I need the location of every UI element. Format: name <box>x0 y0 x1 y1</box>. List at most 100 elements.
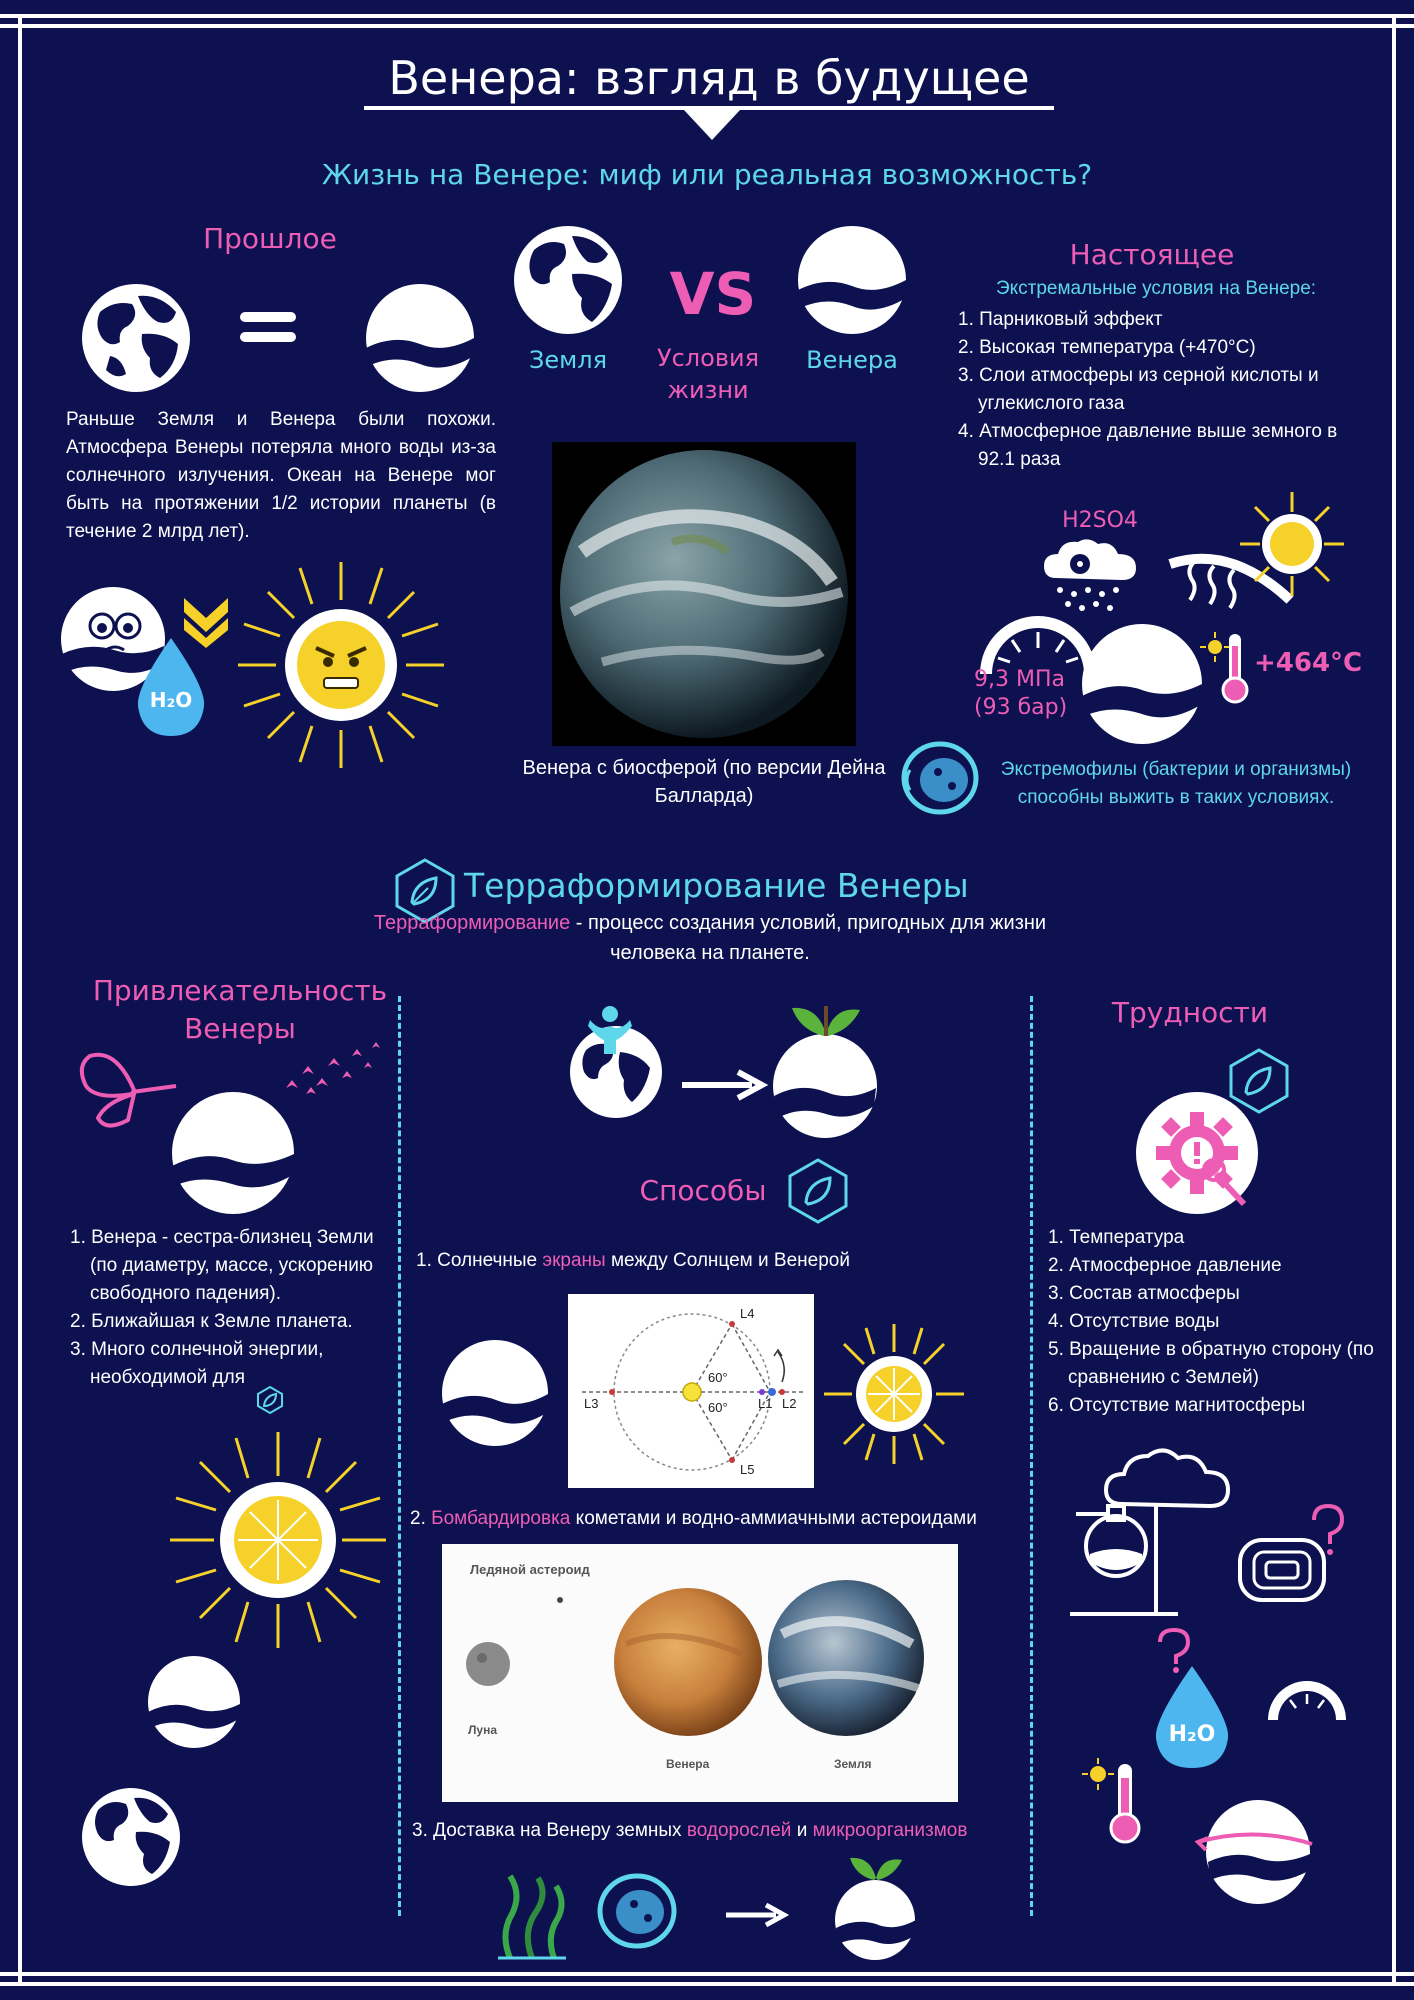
algae-icon <box>498 1874 566 1960</box>
past-text: Раньше Земля и Венера были похожи. Атмос… <box>66 409 496 542</box>
method-1-highlight: экраны <box>542 1250 606 1271</box>
conditions-label: Условия жизни <box>656 344 760 404</box>
present-item: 1. Парниковый эффект <box>958 309 1163 330</box>
difficulties-heading: Трудности <box>1111 996 1269 1029</box>
present-venus-icon <box>1082 624 1202 744</box>
acid-label: H2SO4 <box>1062 508 1138 533</box>
right-divider <box>1030 996 1033 1916</box>
lagrange-l2: L2 <box>782 1396 796 1411</box>
methods-heading: Способы <box>639 1174 767 1207</box>
venus-sprout-icon <box>773 1006 877 1138</box>
method-2-highlight: Бомбардировка <box>431 1508 571 1529</box>
vs-label: VS <box>669 260 757 328</box>
microbe-icon <box>901 741 979 815</box>
top-border-inner <box>0 24 1414 28</box>
title-pointer <box>684 110 740 140</box>
down-chevron-icon <box>184 598 228 648</box>
terraforming-definition: Терраформирование - процесс создания усл… <box>360 908 1060 968</box>
compare-earth-icon <box>514 226 622 334</box>
acid-rain-cloud-icon <box>1044 539 1136 611</box>
page-title: Венера: взгляд в будущее <box>364 46 1054 110</box>
pressure-gauge-icon <box>980 616 1096 674</box>
approx-sign-top <box>240 312 296 322</box>
heat-waves-icon <box>1168 553 1294 610</box>
venus-image-label: Венера <box>666 1757 710 1771</box>
difficulty-item: 1. Температура <box>1048 1227 1185 1248</box>
method-2-prefix: 2. <box>410 1508 432 1529</box>
left-divider <box>398 996 401 1916</box>
difficulty-item: 6. Отсутствие магнитосферы <box>1048 1395 1306 1416</box>
method-1-prefix: 1. Солнечные <box>416 1250 543 1271</box>
past-h2o-label: H₂O <box>149 688 193 712</box>
venus-label: Венера <box>806 346 898 374</box>
present-item: 3. Слои атмосферы из серной кислоты и уг… <box>958 365 1319 414</box>
small-sun-icon <box>1200 632 1230 662</box>
venus-globe-icon <box>366 284 474 392</box>
past-heading: Прошлое <box>203 222 337 255</box>
present-item: 2. Высокая температура (+470°C) <box>958 337 1256 358</box>
difficulty-small-sun-icon <box>1082 1758 1114 1790</box>
biosphere-caption: Венера с биосферой (по версии Дейна Балл… <box>522 757 886 807</box>
difficulty-item: 4. Отсутствие воды <box>1048 1311 1220 1332</box>
attractiveness-list: 1. Венера - сестра-близнец Земли (по диа… <box>70 1224 388 1392</box>
terraforming-term: Терраформирование <box>373 912 571 934</box>
methods-leaf-hex-icon <box>788 1158 848 1224</box>
present-item: 4. Атмосферное давление выше земного в 9… <box>958 421 1338 470</box>
microorganism-icon <box>597 1873 677 1949</box>
page-frame <box>18 14 1396 1986</box>
compare-venus-icon <box>798 226 906 334</box>
difficulty-item: 2. Атмосферное давление <box>1048 1255 1282 1276</box>
lagrange-l4: L4 <box>740 1306 754 1321</box>
top-border <box>0 14 1414 18</box>
method-1-suffix: между Солнцем и Венерой <box>605 1250 850 1271</box>
bottom-border <box>0 1982 1414 1986</box>
attractiveness-venus-icon <box>172 1092 294 1214</box>
method-3-highlight-2: микроорганизмов <box>812 1820 968 1841</box>
bottom-border-inner <box>0 1972 1414 1976</box>
lagrange-angle-top: 60° <box>708 1370 728 1385</box>
butterfly-icon <box>79 1052 177 1128</box>
butterflies-flock-icon <box>286 1042 380 1094</box>
venus-biosphere-image <box>552 442 856 746</box>
method-2: 2. Бомбардировка кометами и водно-аммиач… <box>410 1508 1020 1530</box>
method-2-suffix: кометами и водно-аммиачными астероидами <box>570 1508 977 1529</box>
difficulty-thermometer-icon <box>1109 1764 1141 1844</box>
leaf-inline-icon <box>257 1385 283 1415</box>
lagrange-diagram: L4 L5 L3 L1 L2 60° 60° <box>568 1294 814 1488</box>
brain-question-icon <box>1238 1503 1345 1602</box>
pressure-label: 9,3 МПа (93 бар) <box>974 667 1068 720</box>
asteroid-label: Ледяной астероид <box>470 1562 591 1577</box>
extremophiles-text: Экстремофилы (бактерии и организмы) спос… <box>1000 759 1352 808</box>
method-3: 3. Доставка на Венеру земных водорослей … <box>412 1820 1022 1842</box>
attractiveness-heading: Привлекательность Венеры <box>92 974 388 1045</box>
difficulty-item: 5. Вращение в обратную сторону (по сравн… <box>1048 1339 1374 1388</box>
attractiveness-earth-icon <box>82 1788 180 1886</box>
water-drop-icon <box>137 638 205 736</box>
difficulties-leaf-hex-icon <box>1229 1048 1289 1114</box>
difficulty-water-drop-icon <box>1155 1666 1229 1768</box>
chemistry-cloud-icon <box>1070 1448 1231 1616</box>
approx-sign-bottom <box>240 332 296 342</box>
present-sun-icon <box>1240 492 1344 596</box>
attractiveness-item: 2. Ближайшая к Земле планета. <box>70 1311 353 1332</box>
method-3-prefix: 3. Доставка на Венеру земных <box>412 1820 687 1841</box>
difficulty-pressure-gauge-icon <box>1268 1681 1346 1720</box>
difficulty-item: 3. Состав атмосферы <box>1048 1283 1240 1304</box>
rotating-venus-icon <box>1194 1800 1313 1904</box>
earth-globe-icon <box>82 284 190 392</box>
lagrange-l3: L3 <box>584 1396 598 1411</box>
moon-label: Луна <box>468 1723 497 1737</box>
method-arrow-icon <box>726 1902 790 1928</box>
sad-face-icon <box>61 587 165 691</box>
terraforming-heading: Терраформирование Венеры <box>464 866 969 905</box>
lagrange-angle-bottom: 60° <box>708 1400 728 1415</box>
attractiveness-venus-small-icon <box>148 1656 240 1748</box>
attractiveness-sun-icon <box>170 1432 386 1648</box>
temp-label: +464°C <box>1254 648 1363 678</box>
method-3-highlight-1: водорослей <box>686 1820 792 1841</box>
subtitle: Жизнь на Венере: миф или реальная возмож… <box>321 158 1093 191</box>
difficulty-question-icon <box>1158 1627 1191 1673</box>
lagrange-l1: L1 <box>758 1396 772 1411</box>
earth-label: Земля <box>528 346 608 374</box>
gear-problem-icon <box>1136 1092 1258 1214</box>
